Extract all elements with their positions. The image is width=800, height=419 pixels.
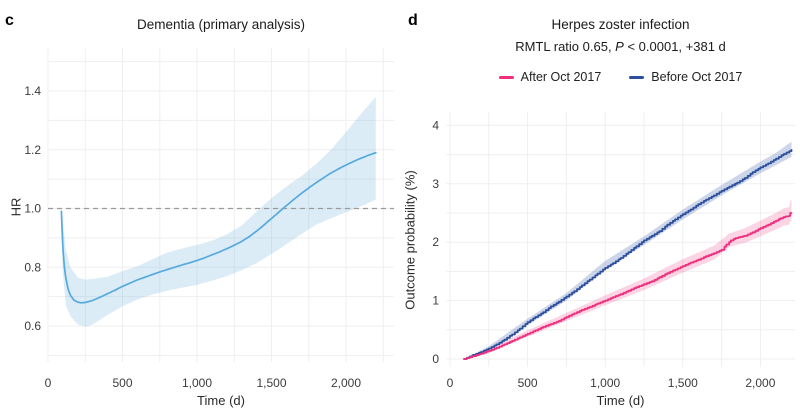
legend-dash-before-icon <box>629 75 645 79</box>
subtitle-post: < 0.0001, +381 d <box>623 39 726 54</box>
legend-item-before: Before Oct 2017 <box>629 70 742 84</box>
legend-item-after: After Oct 2017 <box>498 70 602 84</box>
x-tick-label: 500 <box>518 376 538 390</box>
legend-label-before: Before Oct 2017 <box>651 70 743 84</box>
subtitle-pre: RMTL ratio 0.65, <box>515 39 616 54</box>
series-line <box>60 151 377 304</box>
panel-c-x-axis-label: Time (d) <box>197 393 245 408</box>
y-tick-label: 1 <box>432 294 439 308</box>
x-tick-label: 0 <box>45 376 52 390</box>
panel-d-plot: 0 500 1,000 1,500 2,000 0 1 2 3 4 <box>432 112 795 390</box>
panel-d-letter: d <box>408 12 418 29</box>
y-tick-label: 3 <box>432 177 439 191</box>
series-line <box>463 212 793 360</box>
panel-d-title: Herpes zoster infection <box>551 17 690 32</box>
panel-d-legend: After Oct 2017 Before Oct 2017 <box>446 70 795 84</box>
y-tick-label: 0 <box>432 352 439 366</box>
y-tick-label: 1.0 <box>24 202 41 216</box>
y-tick-label: 4 <box>432 118 439 132</box>
x-tick-label: 1,000 <box>590 376 620 390</box>
x-tick-label: 2,000 <box>331 376 361 390</box>
y-tick-label: 0.6 <box>24 319 41 333</box>
x-tick-label: 500 <box>112 376 132 390</box>
x-tick-labels: 0 500 1,000 1,500 2,000 <box>45 376 362 390</box>
panel-d-x-axis-label: Time (d) <box>596 393 645 408</box>
legend-label-after: After Oct 2017 <box>520 70 602 84</box>
confidence-band <box>61 96 376 327</box>
x-tick-label: 1,500 <box>256 376 286 390</box>
legend-dash-after-icon <box>498 75 514 79</box>
x-tick-label: 2,000 <box>745 376 775 390</box>
y-tick-label: 2 <box>432 235 439 249</box>
y-tick-label: 1.2 <box>24 143 41 157</box>
x-tick-label: 1,000 <box>182 376 212 390</box>
panel-c-plot: 0 500 1,000 1,500 2,000 0.6 0.8 1.0 1.2 1.4 <box>24 48 394 390</box>
subtitle-p-italic: P <box>615 39 624 54</box>
panel-d-y-axis-label: Outcome probability (%) <box>402 170 418 310</box>
y-tick-label: 1.4 <box>24 84 41 98</box>
x-tick-label: 1,500 <box>668 376 698 390</box>
series-line <box>463 149 793 360</box>
panel-d-subtitle: RMTL ratio 0.65, P < 0.0001, +381 d <box>446 39 795 54</box>
y-tick-labels: 0.6 0.8 1.0 1.2 1.4 <box>24 84 41 333</box>
x-tick-label: 0 <box>447 376 454 390</box>
panel-c-y-axis-label: HR <box>8 197 24 217</box>
x-tick-labels: 0 500 1,000 1,500 2,000 <box>447 376 776 390</box>
panel-c-letter: c <box>5 12 14 29</box>
panel-c-title: Dementia (primary analysis) <box>136 17 306 32</box>
y-tick-label: 0.8 <box>24 260 41 274</box>
confidence-band <box>464 141 792 359</box>
y-tick-labels: 0 1 2 3 4 <box>432 118 439 366</box>
